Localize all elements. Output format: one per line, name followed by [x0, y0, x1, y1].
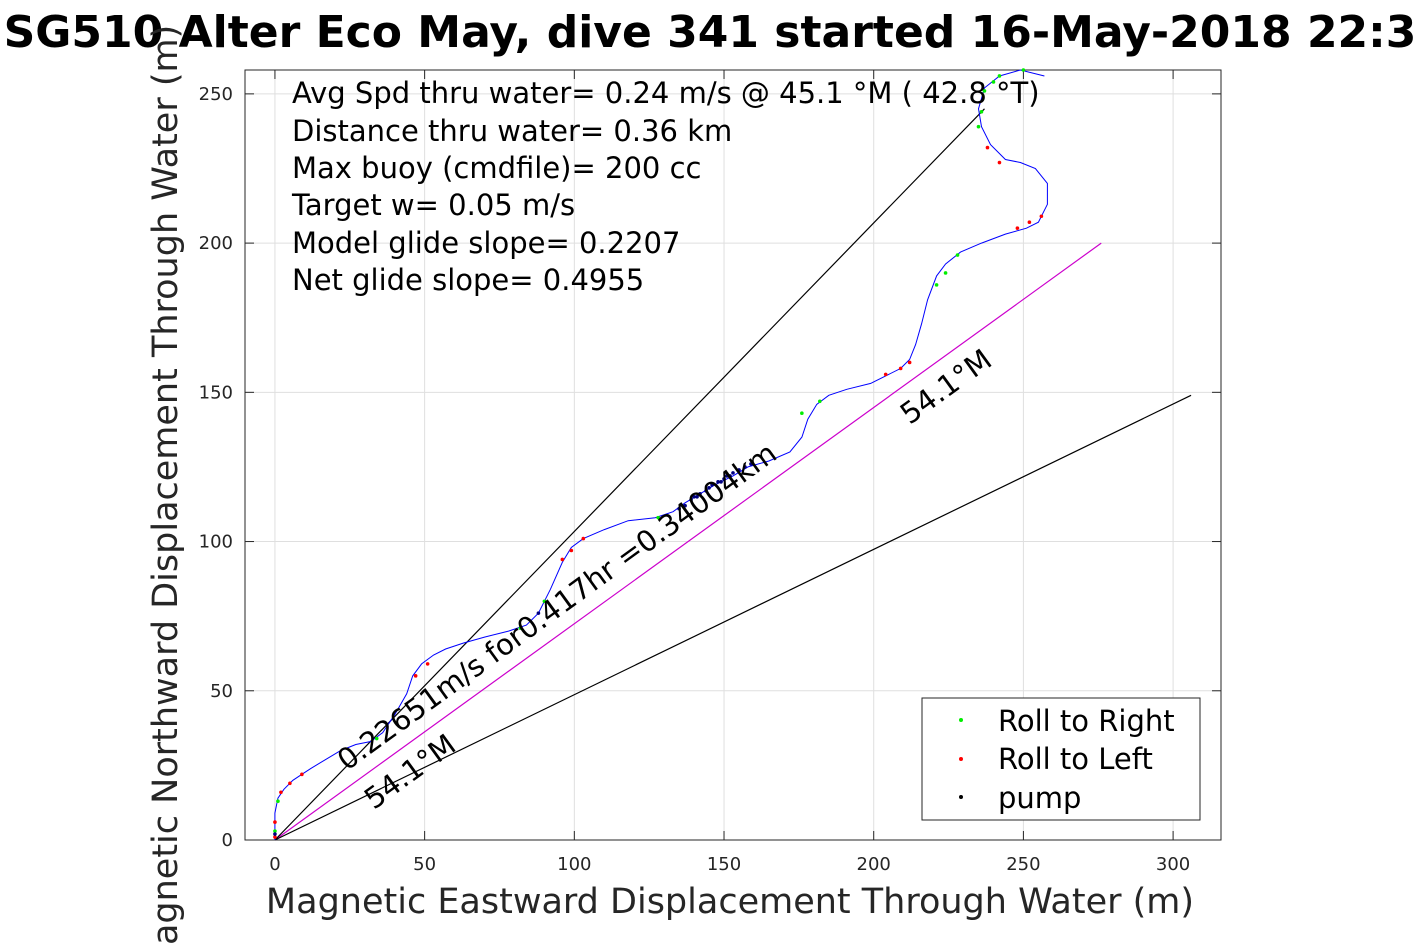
series-roll-to-left-point — [1027, 220, 1032, 225]
series-roll-to-right-point — [982, 89, 987, 93]
series-roll-to-left-point — [560, 557, 565, 562]
series-roll-to-left-point — [883, 372, 888, 377]
series-pump-point — [698, 491, 702, 496]
series-roll-to-right-point — [979, 109, 984, 114]
legend-label-roll-right: Roll to Right — [998, 704, 1175, 738]
series-pump-point — [689, 497, 693, 502]
x-tick-label: 250 — [1006, 854, 1040, 875]
series-roll-to-right-point — [991, 80, 996, 84]
series-roll-to-right-point — [1021, 68, 1026, 72]
stat-model-glide-slope: Model glide slope= 0.2207 — [292, 226, 680, 260]
series-roll-to-right-point — [518, 626, 523, 630]
x-tick-label: 0 — [269, 854, 280, 875]
series-pump-point — [683, 503, 687, 508]
reference-line-0 — [274, 242, 1102, 841]
series-roll-to-left-point — [273, 820, 277, 824]
data-series — [273, 68, 1048, 840]
series-roll-to-right-point — [934, 283, 939, 287]
series-pump-point — [273, 832, 277, 836]
series-roll-to-right-point — [800, 411, 804, 416]
series-roll-to-left-point — [279, 790, 283, 795]
series-roll-to-left-point — [425, 662, 430, 666]
stat-avg-speed: Avg Spd thru water= 0.24 m/s @ 45.1 °M (… — [292, 76, 1040, 110]
legend-label-pump: pump — [998, 781, 1081, 815]
y-axis-label: Magnetic Northward Displacement Through … — [146, 25, 186, 945]
y-tick-label: 0 — [222, 830, 233, 851]
x-tick-label: 200 — [857, 854, 891, 875]
stat-target-w: Target w= 0.05 m/s — [291, 188, 575, 222]
series-pump-point — [695, 494, 699, 499]
series-roll-to-right-point — [943, 271, 948, 275]
series-pump-point — [710, 483, 714, 487]
series-pump-point — [719, 480, 723, 484]
series-pump-point — [716, 480, 720, 484]
x-tick-label: 50 — [413, 854, 436, 875]
series-pump-point — [731, 471, 735, 475]
legend-marker-roll-left — [959, 757, 963, 761]
series-pump-point — [677, 506, 681, 511]
series-roll-to-right-point — [955, 253, 960, 257]
series-roll-to-left-point — [1015, 226, 1020, 230]
series-roll-to-right-point — [374, 736, 379, 741]
stat-net-glide-slope: Net glide slope= 0.4955 — [292, 263, 644, 297]
y-tick-label: 50 — [210, 681, 233, 702]
series-roll-to-left-point — [898, 366, 903, 371]
stat-max-buoy: Max buoy (cmdfile)= 200 cc — [292, 151, 701, 185]
series-roll-to-left-point — [907, 360, 912, 365]
series-pump-point — [704, 489, 708, 493]
tick-labels: 0 50 100 150 200 250 300 0 50 100 150 200 250 — [199, 84, 1191, 875]
reference-lines — [274, 108, 1192, 841]
series-roll-to-right-point — [542, 599, 547, 604]
reference-line-1 — [274, 108, 985, 841]
series-pump-point — [536, 611, 541, 615]
y-tick-label: 200 — [199, 233, 233, 254]
series-pump-point — [728, 474, 732, 478]
series-roll-to-left-point — [273, 835, 277, 839]
series-roll-to-left-point — [569, 548, 574, 553]
series-pump-point — [737, 468, 741, 472]
chart-title: SG510 Alter Eco May, dive 341 started 16… — [4, 7, 1417, 58]
series-roll-to-left-point — [288, 781, 292, 786]
series-pump-point — [743, 465, 747, 469]
series-roll-to-left-point — [413, 674, 418, 678]
series-roll-to-right-point — [656, 515, 660, 520]
stats-text-block: Avg Spd thru water= 0.24 m/s @ 45.1 °M (… — [291, 76, 1040, 297]
legend-label-roll-left: Roll to Left — [998, 742, 1153, 776]
series-roll-to-left-point — [581, 536, 586, 541]
series-roll-to-left-point — [997, 160, 1002, 165]
series-roll-to-left-point — [1039, 214, 1044, 219]
x-tick-label: 150 — [707, 854, 741, 875]
stat-distance: Distance thru water= 0.36 km — [292, 114, 732, 148]
series-roll-to-left-point — [300, 772, 304, 777]
y-tick-label: 100 — [199, 532, 233, 553]
series-pump-point — [692, 494, 696, 499]
reference-line-2 — [274, 394, 1192, 841]
series-roll-to-right-point — [276, 799, 280, 804]
legend-marker-pump — [959, 795, 963, 799]
y-tick-label: 150 — [199, 382, 233, 403]
series-roll-to-right-point — [273, 829, 277, 833]
series-roll-to-right-point — [818, 399, 822, 404]
series-pump-point — [749, 462, 753, 466]
x-axis-label: Magnetic Eastward Displacement Through W… — [266, 882, 1194, 922]
x-tick-label: 100 — [557, 854, 591, 875]
legend-marker-roll-right — [959, 718, 963, 722]
legend-box — [921, 697, 1201, 821]
series-roll-to-right-point — [976, 124, 981, 129]
series-pump-point — [707, 486, 711, 490]
axes-box — [244, 69, 1222, 841]
series-roll-to-right-point — [997, 74, 1002, 78]
legend: Roll to Right Roll to Left pump — [921, 697, 1201, 821]
series-pump-point — [725, 474, 729, 478]
series-roll-to-left-point — [985, 145, 990, 150]
x-tick-label: 300 — [1156, 854, 1190, 875]
y-tick-label: 250 — [199, 84, 233, 105]
series-pump-point — [722, 477, 726, 481]
